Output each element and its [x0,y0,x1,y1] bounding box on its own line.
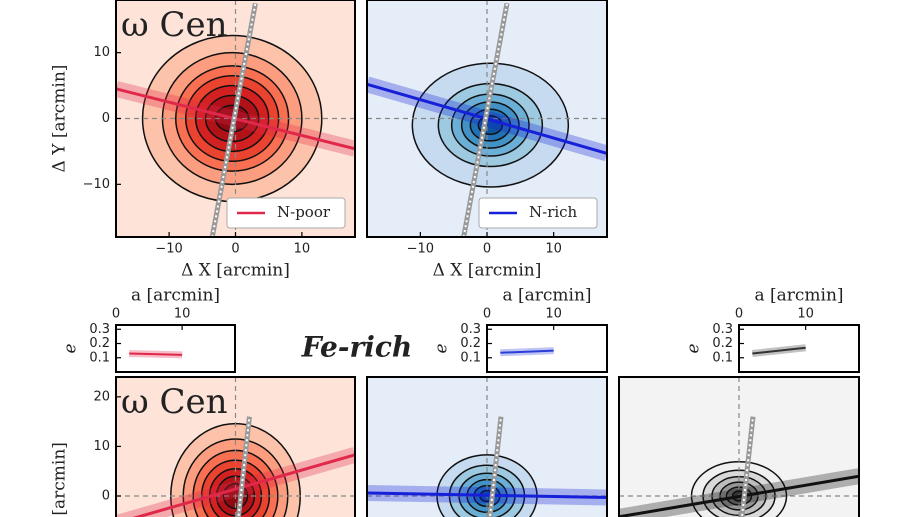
x-axis-label: a [arcmin] [131,286,220,306]
panel-frame [366,376,608,517]
fit-line [132,453,355,517]
rotation-axis-hatch [237,416,251,517]
x-tick-label: 10 [545,307,562,322]
panel [367,0,607,237]
x-tick-label: 0 [112,307,120,322]
panel-title: ω Cen [121,5,228,45]
panel-frame [486,324,608,373]
y-tick-label: 20 [93,389,110,404]
y-tick-label: 0.2 [460,336,481,351]
panel-frame [618,376,860,517]
fit-line [500,349,554,354]
x-axis-label: a [arcmin] [502,286,591,306]
panel [116,377,355,517]
legend-label: N-poor [277,203,331,221]
x-tick-label: 0 [483,307,491,322]
y-tick-label: 0.2 [89,336,110,351]
x-tick-label: 10 [174,307,191,322]
legend-box [226,197,346,229]
rotation-axis [209,2,258,237]
y-tick-label: 0.3 [89,322,110,337]
annotation: Fe-rich [301,331,413,364]
fit-line [367,491,607,499]
rotation-axis-hatch [488,416,502,517]
y-tick-label: 0.1 [460,350,481,365]
panel-background [487,325,607,372]
x-tick-label: 10 [797,307,814,322]
x-tick-label: 0 [735,307,743,322]
x-axis-label: Δ X [arcmin] [433,261,542,281]
panel [367,377,607,517]
y-tick-label: 10 [93,45,110,60]
y-tick-label: 0.1 [712,350,733,365]
x-tick-label: 0 [483,242,491,257]
panel [116,0,355,237]
rotation-axis-hatch [740,416,754,517]
y-axis-label: Δ Y [arcmin] [50,442,70,517]
panel-background [116,325,235,372]
y-axis-label: Δ Y [arcmin] [50,65,70,173]
x-tick-label: 10 [545,242,562,257]
y-tick-label: 0 [102,489,110,504]
x-tick-label: −10 [407,242,434,257]
panel [487,325,607,372]
panel-frame [115,324,236,373]
y-tick-label: −10 [83,177,110,192]
legend-label: N-rich [529,203,578,221]
panel-frame [738,324,860,373]
rotation-axis [461,2,510,237]
fit-line [619,474,859,517]
panel [116,325,235,372]
y-axis-label: e [61,343,81,353]
y-tick-label: 0.3 [460,322,481,337]
y-axis-label: e [684,343,704,353]
x-tick-label: −10 [155,242,182,257]
y-tick-label: 0.3 [712,322,733,337]
legend-box [478,197,598,229]
x-tick-label: 0 [231,242,239,257]
y-tick-label: 0 [102,111,110,126]
panel [739,325,859,372]
x-axis-label: Δ X [arcmin] [181,261,290,281]
y-axis-label: e [432,343,452,353]
x-tick-label: 10 [294,242,311,257]
y-tick-label: 0.1 [89,350,110,365]
y-tick-label: 10 [93,439,110,454]
x-axis-label: a [arcmin] [754,286,843,306]
y-tick-label: 0.2 [712,336,733,351]
panel [619,377,859,517]
fit-line [752,346,806,355]
panel-title: ω Cen [121,382,228,422]
fit-line [129,352,183,356]
